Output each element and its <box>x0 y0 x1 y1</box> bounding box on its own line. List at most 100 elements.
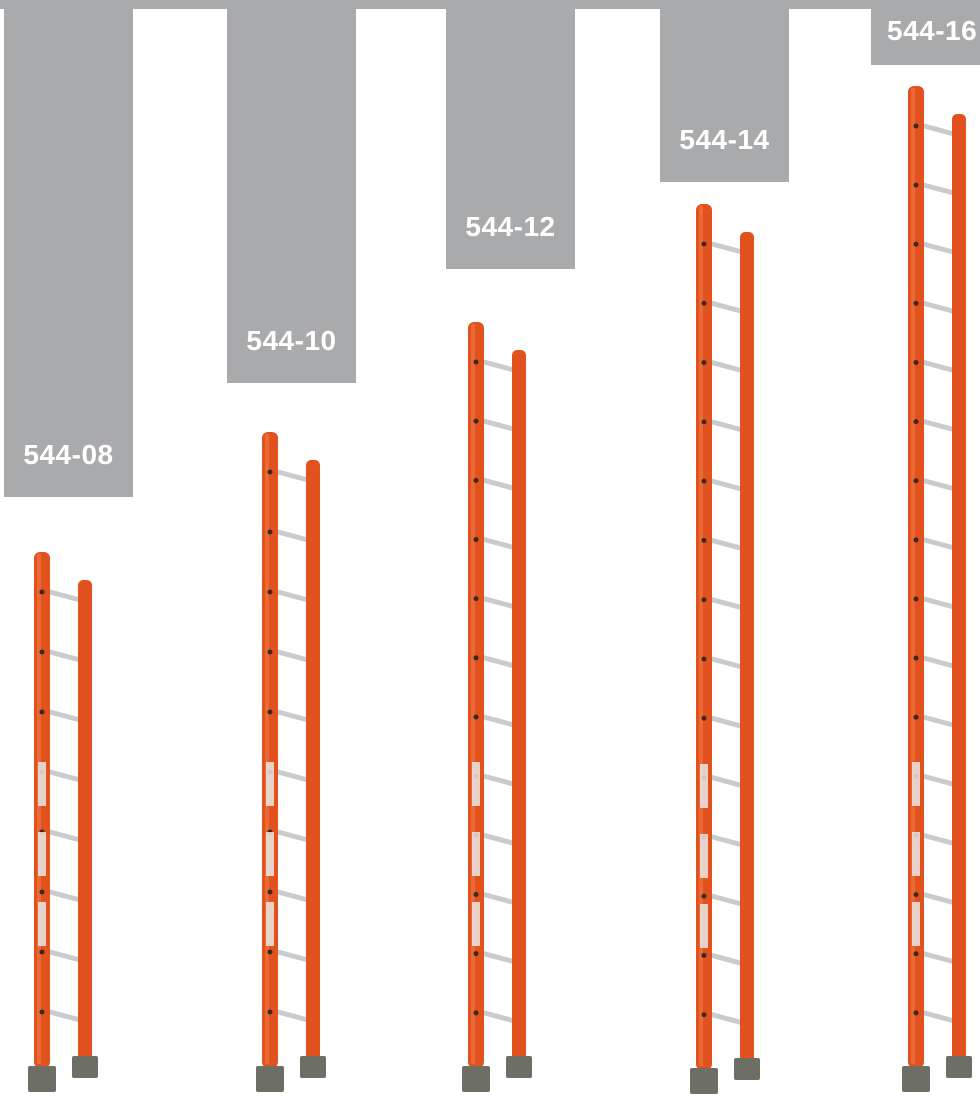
model-label: 544-12 <box>465 211 556 242</box>
rivet <box>473 359 479 365</box>
rung <box>709 241 745 255</box>
rung <box>275 829 311 843</box>
safety-label <box>700 904 708 948</box>
rivet <box>913 714 919 720</box>
ladder-544-10 <box>252 428 332 1103</box>
ladder-icon <box>462 322 532 1092</box>
model-label: 544-10 <box>246 325 337 356</box>
rung <box>275 1009 311 1023</box>
rail-highlight <box>37 554 41 1064</box>
rivet <box>701 715 707 721</box>
rung <box>921 241 957 255</box>
rung <box>275 529 311 543</box>
rail-highlight <box>699 206 703 1066</box>
rung <box>275 469 311 483</box>
rivet <box>267 709 273 715</box>
rung <box>709 952 745 966</box>
rung <box>275 769 311 783</box>
rung <box>481 477 517 491</box>
rivet <box>913 537 919 543</box>
rail-highlight <box>911 88 915 1064</box>
rung <box>709 1012 745 1026</box>
rung <box>481 773 517 787</box>
rivet <box>473 655 479 661</box>
rung <box>481 596 517 610</box>
rivet <box>39 709 45 715</box>
rung <box>921 360 957 373</box>
rung <box>47 589 83 603</box>
rivet <box>267 1009 273 1015</box>
rivet <box>701 537 707 543</box>
rail-highlight <box>471 324 475 1064</box>
rung <box>921 300 957 314</box>
rung <box>47 949 83 963</box>
rivet <box>913 1010 919 1016</box>
rung <box>481 418 517 432</box>
rung <box>275 889 311 903</box>
rung <box>921 951 957 965</box>
model-label: 544-16 <box>887 15 978 46</box>
rung <box>481 1010 517 1024</box>
rung <box>709 478 745 492</box>
rung <box>709 597 745 611</box>
rivet <box>473 418 479 424</box>
safety-label <box>912 832 920 876</box>
rung <box>709 360 745 374</box>
rung <box>921 123 957 137</box>
safety-label <box>38 902 46 946</box>
rung <box>709 834 745 848</box>
rivet <box>39 889 45 895</box>
right-rail <box>740 232 754 1068</box>
rivet <box>39 649 45 655</box>
rung <box>921 833 957 846</box>
rung <box>481 892 517 905</box>
rung <box>47 829 83 843</box>
safety-label <box>472 832 480 876</box>
rivet <box>39 949 45 955</box>
rung <box>481 655 517 669</box>
right-foot <box>734 1058 760 1080</box>
rung <box>47 1009 83 1023</box>
rivet <box>39 1009 45 1015</box>
rivet <box>913 123 919 129</box>
ladder-icon <box>690 204 760 1094</box>
rivet <box>473 596 479 602</box>
model-label-bar-544-12: 544-12 <box>446 0 575 269</box>
rung <box>921 892 957 906</box>
right-rail <box>78 580 92 1066</box>
rung <box>921 773 957 787</box>
rung <box>481 714 517 728</box>
ladder-icon <box>28 552 98 1092</box>
rung <box>921 655 957 669</box>
rivet <box>473 477 479 483</box>
rivet <box>267 529 273 535</box>
rivet <box>267 649 273 655</box>
safety-label <box>266 902 274 946</box>
left-foot <box>256 1066 284 1092</box>
rung <box>921 1010 957 1024</box>
rivet <box>913 892 919 898</box>
safety-label <box>700 834 708 878</box>
safety-label <box>700 764 708 808</box>
rivet <box>913 360 919 365</box>
ladder-544-16 <box>898 82 978 1103</box>
rivet <box>913 182 919 188</box>
right-foot <box>72 1056 98 1078</box>
rivet <box>913 300 919 306</box>
rivet <box>913 596 919 602</box>
rung <box>709 775 745 789</box>
model-label-bar-544-08: 544-08 <box>4 0 133 497</box>
model-label: 544-14 <box>679 124 770 155</box>
rung <box>47 709 83 723</box>
rung <box>921 419 957 433</box>
rung <box>481 359 517 373</box>
rivet <box>701 597 707 603</box>
rivet <box>473 537 479 542</box>
rung <box>47 769 83 783</box>
rung <box>709 893 745 907</box>
model-label-bar-544-16: 544-16 <box>871 0 980 65</box>
rung <box>47 649 83 663</box>
safety-label <box>912 762 920 806</box>
model-label: 544-08 <box>23 439 114 470</box>
rung <box>275 709 311 723</box>
